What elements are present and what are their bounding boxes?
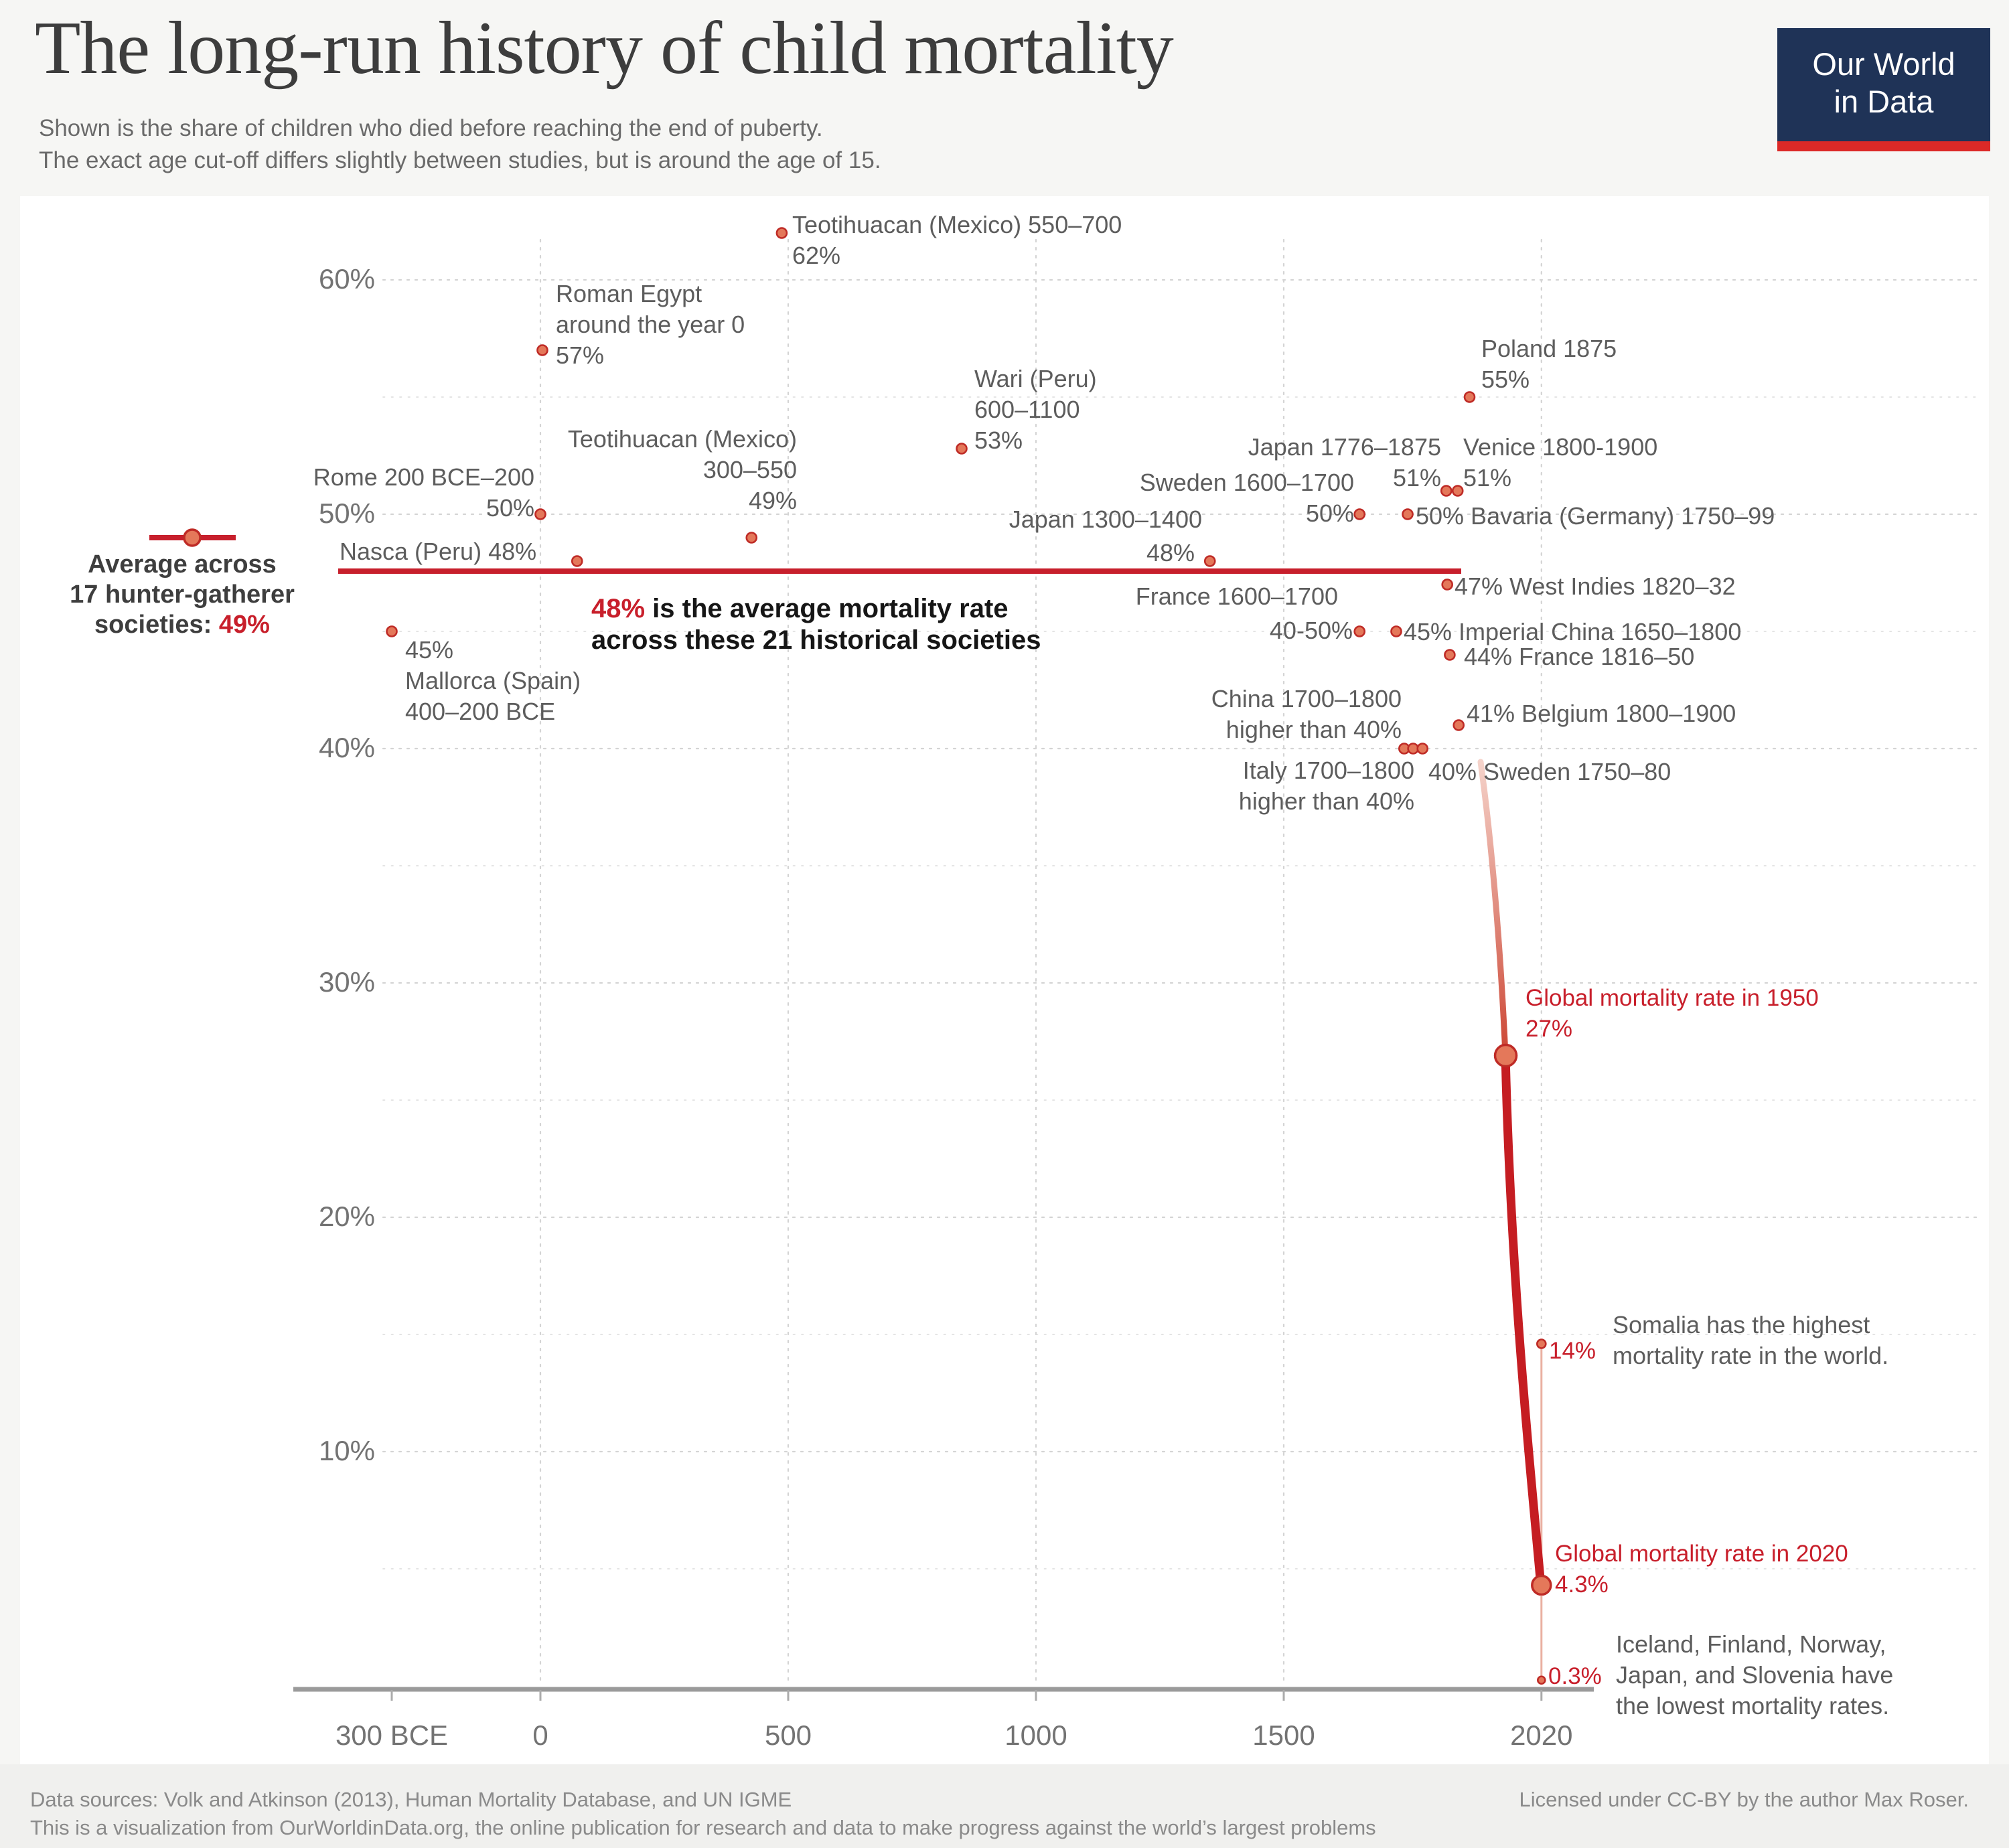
- plot-background: [20, 196, 1989, 1764]
- footer-description: This is a visualization from OurWorldinD…: [30, 1816, 1376, 1839]
- point-global-2020: [1531, 1574, 1552, 1596]
- footer-data-sources: Data sources: Volk and Atkinson (2013), …: [30, 1788, 792, 1811]
- point-rome: [534, 508, 546, 520]
- owid-logo-text-line1: Our World: [1812, 46, 1955, 82]
- chart-subtitle-line2: The exact age cut-off differs slightly b…: [39, 147, 881, 173]
- point-west-indies: [1441, 579, 1453, 591]
- point-japan-1776: [1440, 485, 1453, 497]
- point-venice: [1451, 485, 1464, 497]
- point-belgium: [1453, 719, 1465, 731]
- point-sweden-1600: [1353, 508, 1366, 520]
- page-title: The long-run history of child mortality: [35, 7, 1174, 90]
- point-france-1816: [1444, 649, 1456, 661]
- point-poland: [1463, 391, 1476, 403]
- point-mallorca: [386, 625, 398, 637]
- point-somalia-2020: [1536, 1338, 1547, 1349]
- point-wari: [956, 443, 968, 455]
- point-global-1950: [1493, 1043, 1518, 1068]
- point-teotihuacan-300-550: [745, 532, 758, 544]
- point-japan-1300: [1203, 555, 1216, 567]
- footer-bar: [0, 1764, 2009, 1848]
- point-teotihuacan-550-700: [775, 227, 788, 239]
- footer-license: Licensed under CC-BY by the author Max R…: [1519, 1788, 1969, 1811]
- point-italy-1700: [1407, 743, 1419, 755]
- owid-logo-stripe: [1777, 141, 1990, 151]
- point-sweden-1750: [1416, 743, 1428, 755]
- point-imperial-china: [1390, 625, 1402, 637]
- point-lowest-2020: [1537, 1675, 1546, 1685]
- point-hunter-gatherer-average: [183, 528, 202, 547]
- point-nasca: [571, 555, 583, 567]
- owid-logo-text-line2: in Data: [1834, 84, 1934, 119]
- chart-subtitle-line1: Shown is the share of children who died …: [39, 115, 823, 141]
- point-france-1600: [1353, 625, 1366, 637]
- owid-logo: Our World in Data: [1777, 28, 1990, 151]
- point-bavaria: [1402, 508, 1414, 520]
- global-trend-curve-upper: [1477, 759, 1509, 1059]
- point-roman-egypt: [536, 344, 548, 356]
- global-trend-curve-lower: [1501, 1051, 1546, 1590]
